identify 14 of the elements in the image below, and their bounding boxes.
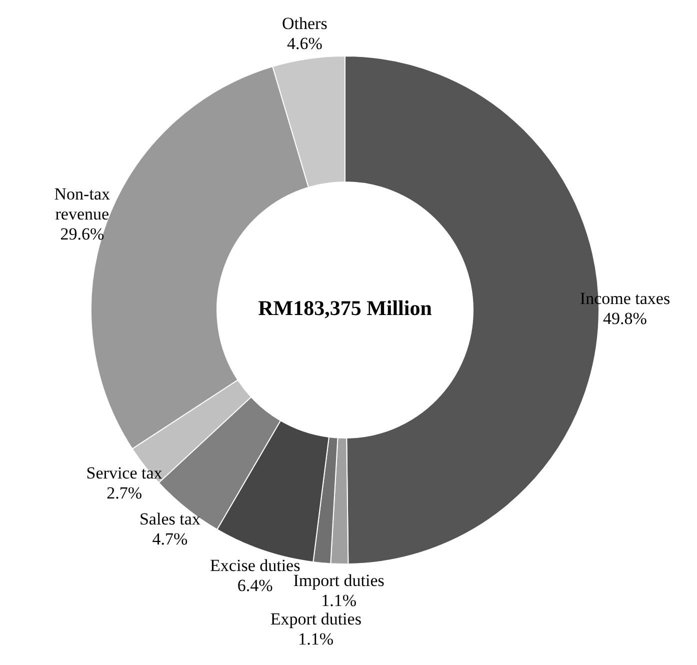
data-label: 2.7% [106, 483, 142, 502]
slice-label: Non-tax revenue [54, 184, 110, 224]
data-label: 1.1% [321, 590, 357, 610]
data-label: 4.7% [152, 530, 188, 549]
slice-label: Service tax [86, 463, 163, 482]
slice-label: Sales tax [139, 510, 201, 529]
data-label: 1.1% [298, 630, 334, 649]
slice-label: Others [282, 14, 328, 33]
data-label: 6.4% [237, 576, 273, 596]
text: RM183,375 Million [257, 296, 433, 321]
slice-label: Export duties [270, 610, 362, 629]
data-label: 4.6% [286, 34, 322, 53]
data-label: 29.6% [60, 224, 104, 244]
data-label: 49.8% [603, 309, 647, 328]
